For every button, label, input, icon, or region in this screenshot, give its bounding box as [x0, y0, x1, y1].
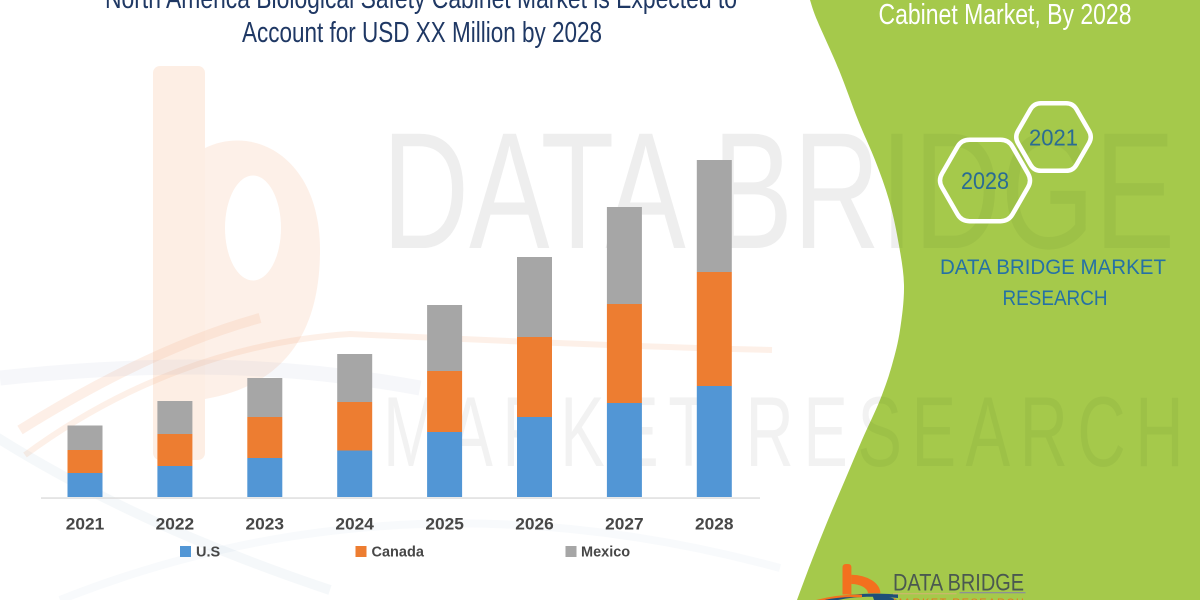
svg-text:2027: 2027 — [605, 516, 644, 534]
svg-text:2022: 2022 — [156, 516, 195, 534]
svg-text:RESEARCH: RESEARCH — [1003, 287, 1108, 310]
svg-text:2028: 2028 — [961, 168, 1009, 195]
svg-text:Account for USD XX Million by: Account for USD XX Million by 2028 — [242, 17, 602, 49]
svg-text:Mexico: Mexico — [581, 545, 630, 561]
svg-text:2021: 2021 — [1029, 125, 1078, 151]
svg-text:2021: 2021 — [66, 516, 105, 534]
svg-text:U.S: U.S — [196, 545, 221, 561]
svg-text:North America Biological Safet: North America Biological Safety Cabinet … — [105, 0, 737, 15]
svg-text:2026: 2026 — [515, 516, 554, 534]
svg-text:2023: 2023 — [246, 516, 285, 534]
svg-text:2025: 2025 — [425, 516, 464, 534]
svg-text:2024: 2024 — [335, 516, 374, 534]
svg-text:DATA BRIDGE MARKET: DATA BRIDGE MARKET — [940, 256, 1166, 279]
svg-text:Cabinet Market, By 2028: Cabinet Market, By 2028 — [879, 0, 1132, 31]
svg-text:MARKET RESEARCH: MARKET RESEARCH — [893, 597, 1025, 600]
svg-text:2028: 2028 — [695, 516, 734, 534]
svg-text:Canada: Canada — [372, 545, 425, 561]
